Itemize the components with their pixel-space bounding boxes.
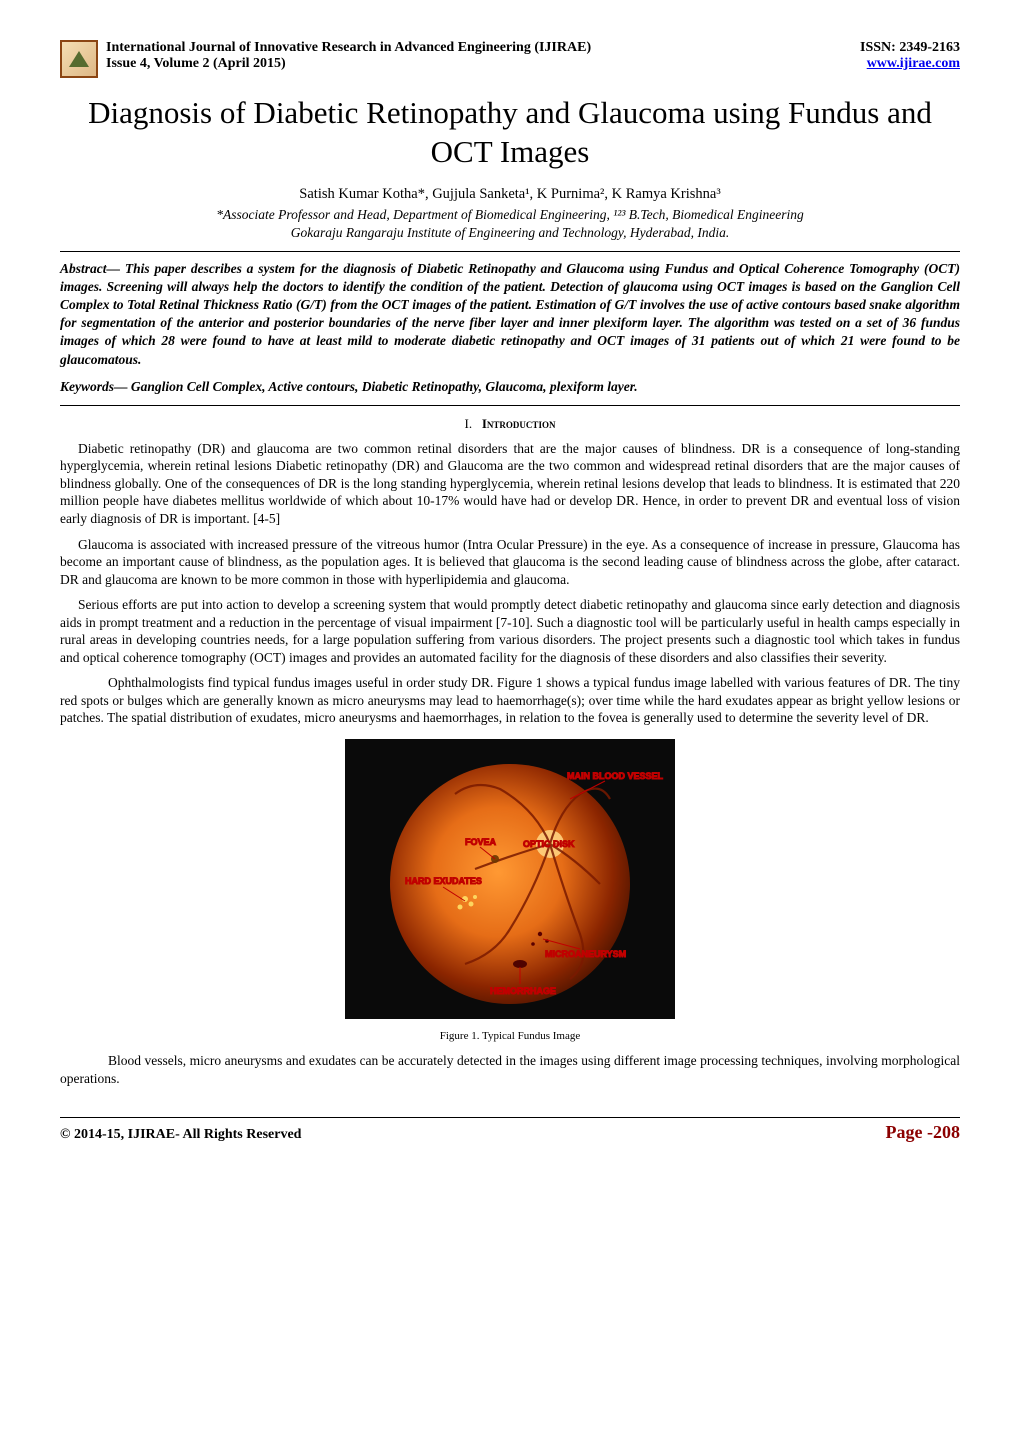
paragraph: Glaucoma is associated with increased pr… [60, 536, 960, 589]
paragraph: Serious efforts are put into action to d… [60, 596, 960, 666]
section-heading-introduction: I. Introduction [60, 416, 960, 432]
page-number: Page -208 [886, 1122, 960, 1143]
paper-authors: Satish Kumar Kotha*, Gujjula Sanketa¹, K… [60, 186, 960, 203]
paragraph: Diabetic retinopathy (DR) and glaucoma a… [60, 440, 960, 528]
keywords-text: Keywords— Ganglion Cell Complex, Active … [60, 379, 960, 395]
copyright-text: © 2014-15, IJIRAE- All Rights Reserved [60, 1127, 301, 1143]
journal-logo [60, 40, 98, 78]
label-hemorrhage: HEMORRHAGE [490, 986, 556, 996]
label-hard-exudates: HARD EXUDATES [405, 876, 482, 886]
journal-name: International Journal of Innovative Rese… [106, 40, 591, 56]
section-number: I. [465, 416, 473, 431]
journal-info: International Journal of Innovative Rese… [106, 40, 960, 72]
affiliation-line1: *Associate Professor and Head, Departmen… [60, 207, 960, 223]
page-footer: © 2014-15, IJIRAE- All Rights Reserved P… [60, 1117, 960, 1143]
label-optic-disk: OPTIC DISK [523, 839, 575, 849]
paragraph: Blood vessels, micro aneurysms and exuda… [60, 1052, 960, 1087]
paragraph: Ophthalmologists find typical fundus ima… [60, 674, 960, 727]
figure-1-caption: Figure 1. Typical Fundus Image [60, 1030, 960, 1042]
journal-header: International Journal of Innovative Rese… [60, 40, 960, 78]
divider [60, 251, 960, 252]
affiliation-line2: Gokaraju Rangaraju Institute of Engineer… [60, 225, 960, 241]
label-fovea: FOVEA [465, 837, 497, 847]
journal-issn: ISSN: 2349-2163 [860, 40, 960, 56]
figure-1-fundus-image: MAIN BLOOD VESSEL OPTIC DISK FOVEA HARD … [60, 739, 960, 1024]
label-microaneurysm: MICROANEURYSM [545, 949, 626, 959]
section-title: Introduction [482, 416, 556, 431]
abstract-text: Abstract— This paper describes a system … [60, 260, 960, 369]
journal-issue: Issue 4, Volume 2 (April 2015) [106, 56, 286, 72]
journal-website-link[interactable]: www.ijirae.com [867, 56, 960, 72]
label-main-vessel: MAIN BLOOD VESSEL [567, 771, 664, 781]
fundus-diagram-svg: MAIN BLOOD VESSEL OPTIC DISK FOVEA HARD … [345, 739, 675, 1019]
divider [60, 405, 960, 406]
paper-title: Diagnosis of Diabetic Retinopathy and Gl… [60, 94, 960, 172]
